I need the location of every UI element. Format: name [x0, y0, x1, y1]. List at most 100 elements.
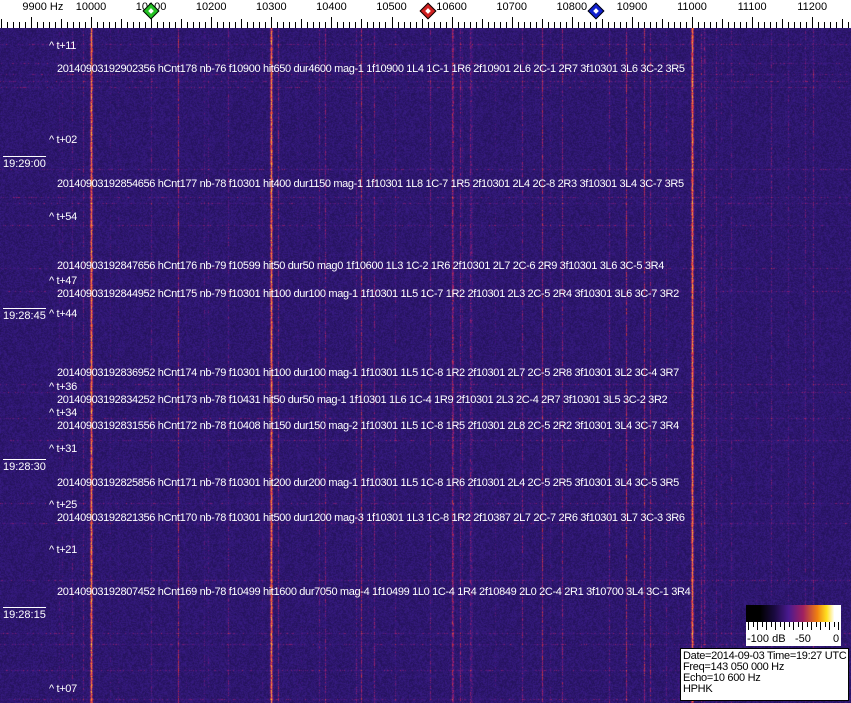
- axis-tick: [482, 19, 483, 28]
- colorbar-tick: [753, 622, 754, 627]
- axis-tick: [103, 22, 104, 28]
- axis-tick: [325, 22, 326, 28]
- colorbar-tick: [789, 622, 790, 627]
- axis-tick: [379, 22, 380, 28]
- t-mark: ^ t+54: [49, 211, 77, 223]
- axis-tick: [422, 19, 423, 28]
- axis-tick: [79, 22, 80, 28]
- axis-tick: [434, 22, 435, 28]
- axis-tick: [764, 22, 765, 28]
- axis-tick: [824, 22, 825, 28]
- axis-tick: [319, 22, 320, 28]
- axis-tick: [512, 17, 513, 28]
- axis-tick: [626, 22, 627, 28]
- axis-tick: [494, 22, 495, 28]
- info-freq: Freq=143 050 000 Hz: [683, 661, 785, 673]
- axis-tick: [127, 22, 128, 28]
- axis-tick: [638, 22, 639, 28]
- axis-tick-label: 10500: [376, 1, 407, 13]
- axis-tick: [259, 22, 260, 28]
- axis-tick: [416, 22, 417, 28]
- axis-tick: [307, 22, 308, 28]
- axis-tick: [608, 22, 609, 28]
- axis-tick: [812, 17, 813, 28]
- t-mark: ^ t+21: [49, 544, 77, 556]
- axis-tick: [560, 22, 561, 28]
- axis-tick: [217, 22, 218, 28]
- axis-tick: [566, 22, 567, 28]
- axis-tick: [428, 22, 429, 28]
- axis-tick: [524, 22, 525, 28]
- axis-tick: [680, 22, 681, 28]
- axis-tick: [644, 22, 645, 28]
- axis-tick: [740, 22, 741, 28]
- colorbar-label-mid: -50: [795, 633, 811, 645]
- colorbar-tick: [829, 622, 830, 630]
- axis-tick: [115, 22, 116, 28]
- axis-tick: [85, 22, 86, 28]
- axis-tick: [235, 22, 236, 28]
- colorbar-label-min: -100 dB: [747, 633, 786, 645]
- axis-tick: [800, 22, 801, 28]
- t-mark: ^ t+36: [49, 381, 77, 393]
- axis-tick-label: 11100: [737, 1, 767, 13]
- axis-tick: [223, 22, 224, 28]
- axis-tick: [458, 22, 459, 28]
- axis-tick: [752, 17, 753, 28]
- axis-tick: [175, 22, 176, 28]
- axis-tick-label: 10400: [316, 1, 347, 13]
- colorbar-tick: [775, 622, 776, 630]
- event-line: 20140903192844952 hCnt175 nb-79 f10301 h…: [57, 288, 679, 300]
- axis-tick: [746, 22, 747, 28]
- axis-tick: [842, 19, 843, 28]
- info-echo: Echo=10 600 Hz: [683, 672, 761, 684]
- axis-tick: [163, 22, 164, 28]
- axis-tick: [662, 19, 663, 28]
- axis-tick: [205, 22, 206, 28]
- info-box: Date=2014-09-03 Time=19:27 UTC Freq=143 …: [680, 648, 849, 701]
- red-marker-icon[interactable]: [419, 2, 437, 20]
- event-line: 20140903192836952 hCnt174 nb-79 f10301 h…: [57, 367, 679, 379]
- axis-tick-label: 10200: [195, 1, 227, 13]
- axis-tick: [313, 22, 314, 28]
- event-line: 20140903192821356 hCnt170 nb-78 f10301 h…: [57, 512, 685, 524]
- t-mark: ^ t+34: [49, 407, 77, 419]
- axis-tick: [518, 22, 519, 28]
- axis-tick: [295, 22, 296, 28]
- axis-tick: [301, 19, 302, 28]
- axis-tick: [698, 22, 699, 28]
- axis-tick: [331, 17, 332, 28]
- colorbar-tick: [802, 622, 803, 630]
- colorbar-tick: [816, 622, 817, 627]
- axis-tick: [151, 17, 152, 28]
- axis-tick: [668, 22, 669, 28]
- axis-tick: [73, 22, 74, 28]
- axis-tick: [404, 22, 405, 28]
- axis-tick: [530, 22, 531, 28]
- event-line: 20140903192825856 hCnt171 nb-78 f10301 h…: [57, 477, 679, 489]
- axis-tick: [650, 22, 651, 28]
- axis-tick: [542, 19, 543, 28]
- axis-tick: [506, 22, 507, 28]
- axis-tick: [271, 17, 272, 28]
- axis-tick-label: 11000: [677, 1, 707, 13]
- blue-marker-icon[interactable]: [587, 2, 605, 20]
- colorbar-tick: [825, 622, 826, 627]
- frequency-axis: 9900 Hz100001010010200103001040010500106…: [0, 0, 851, 28]
- t-mark: ^ t+47: [49, 275, 77, 287]
- axis-tick: [37, 22, 38, 28]
- axis-tick: [49, 22, 50, 28]
- axis-tick-label: 11200: [797, 1, 828, 13]
- axis-tick: [794, 22, 795, 28]
- axis-tick: [43, 22, 44, 28]
- colorbar-gradient: [746, 605, 841, 622]
- t-mark: ^ t+07: [49, 683, 77, 695]
- info-date-time: Date=2014-09-03 Time=19:27 UTC: [683, 650, 847, 662]
- axis-tick: [398, 22, 399, 28]
- axis-tick: [289, 22, 290, 28]
- axis-tick: [584, 22, 585, 28]
- axis-tick: [157, 22, 158, 28]
- axis-tick-label: 9900 Hz: [22, 1, 64, 13]
- axis-tick: [788, 22, 789, 28]
- axis-tick: [770, 22, 771, 28]
